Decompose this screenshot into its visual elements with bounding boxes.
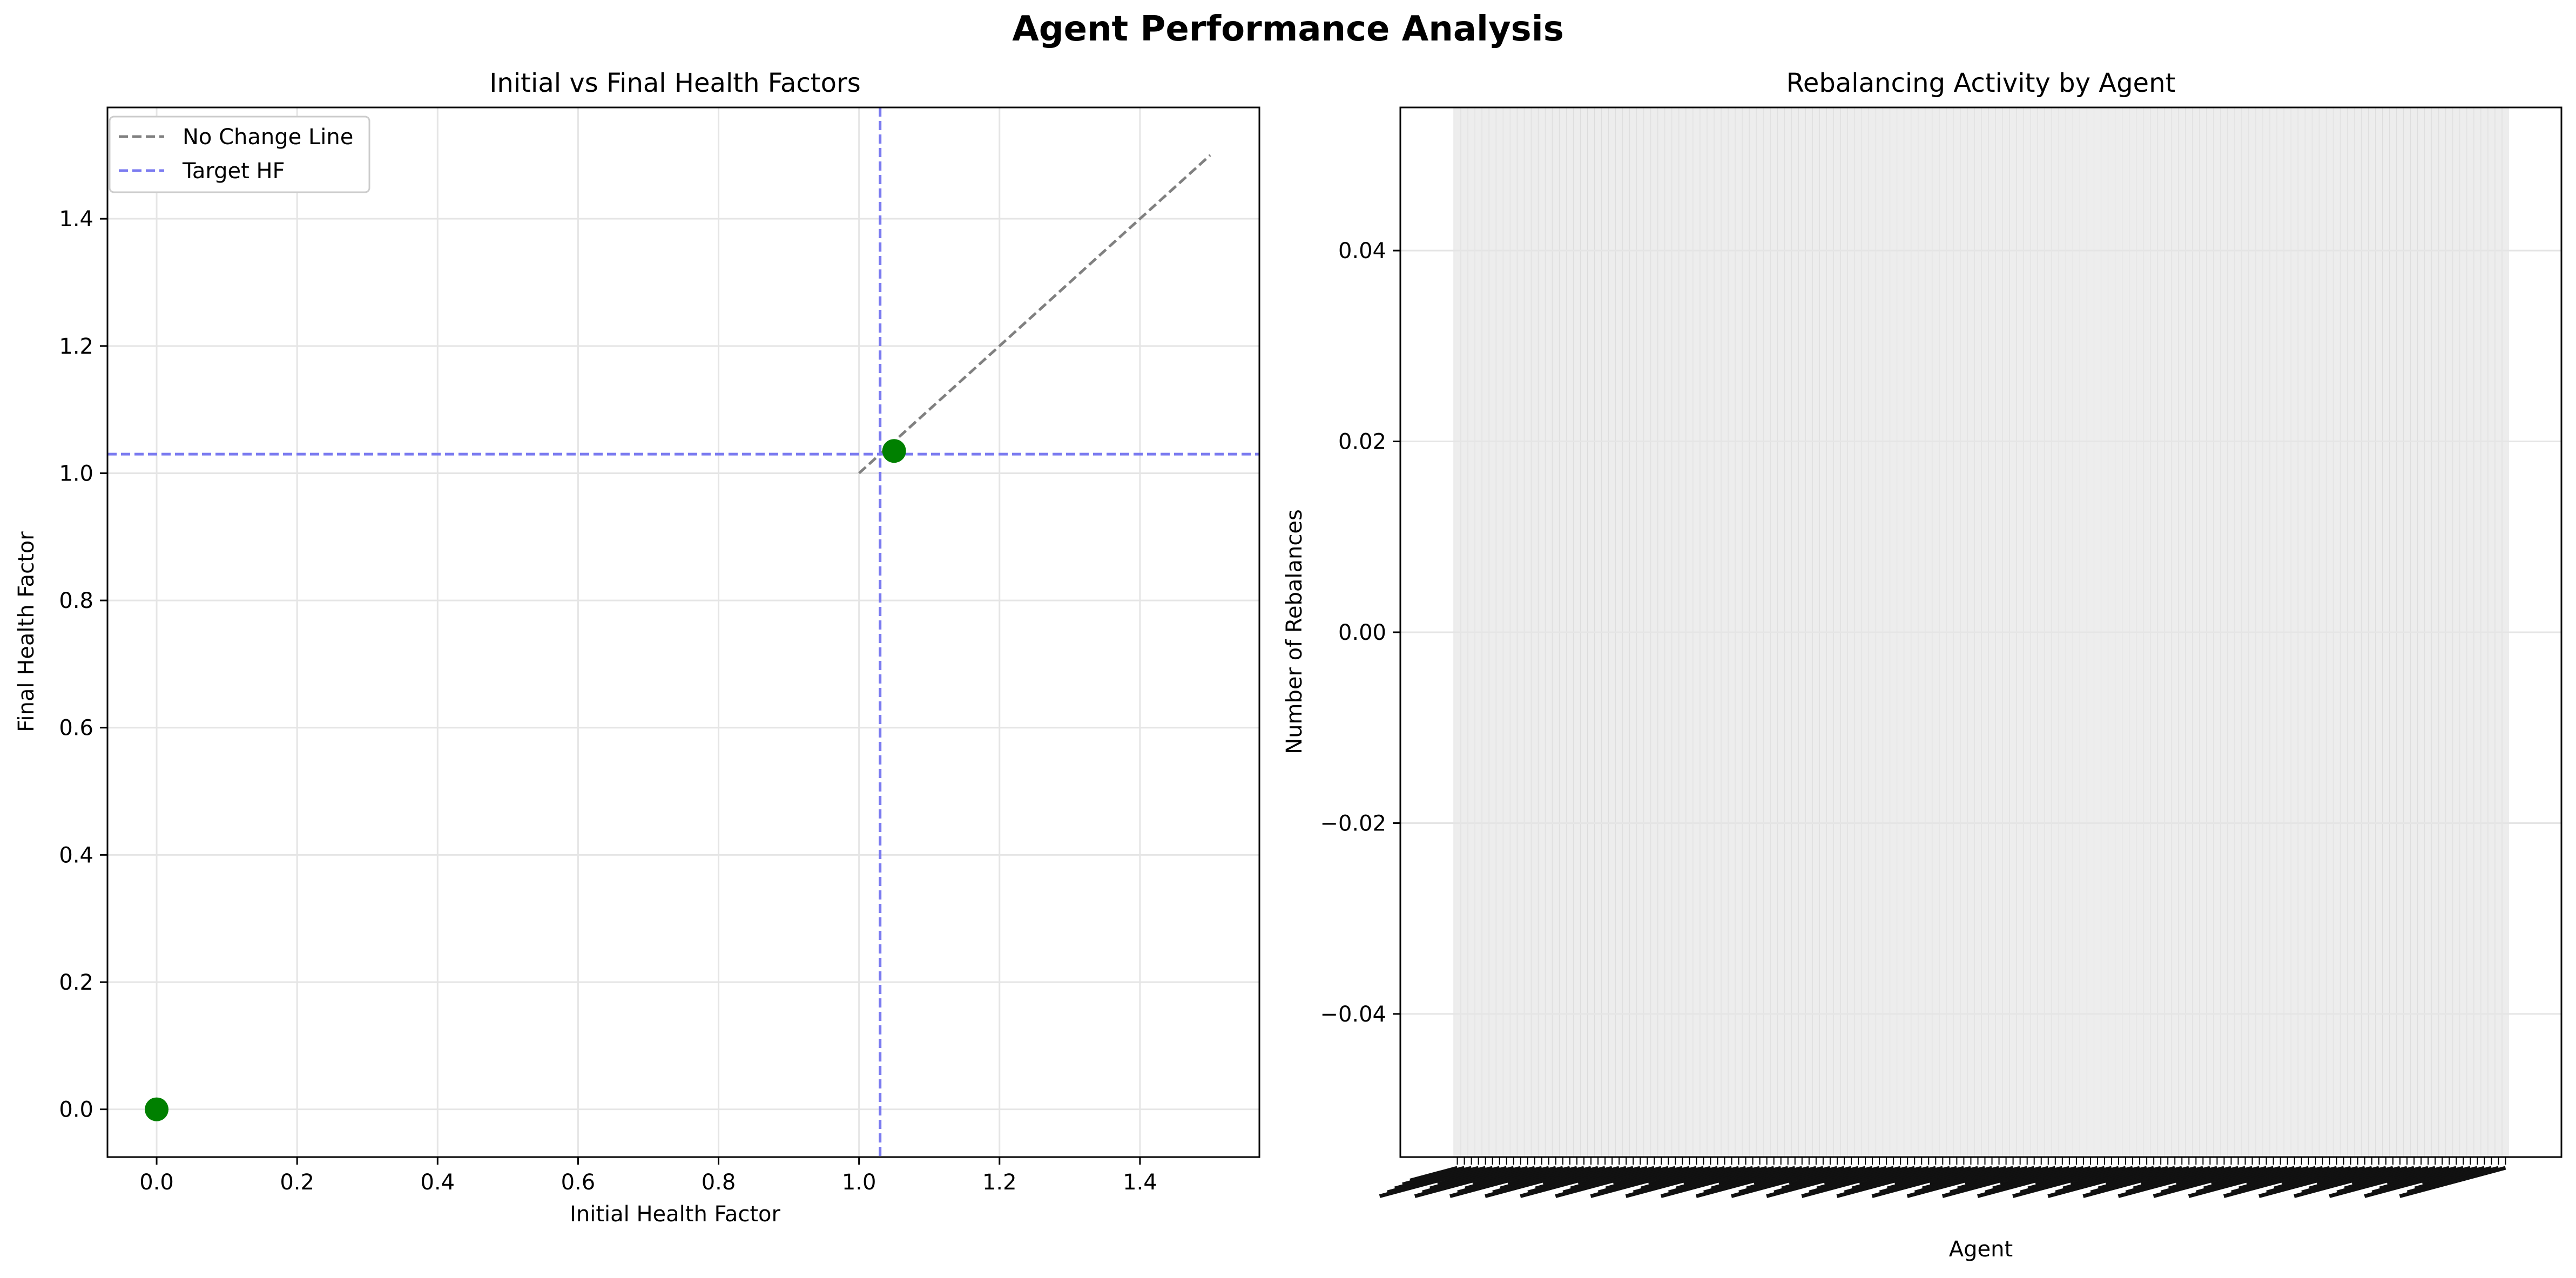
x-tick-label: 1.0 — [842, 1170, 876, 1195]
scatter-y-label: Final Health Factor — [14, 531, 39, 732]
x-tick-label: 0.8 — [702, 1170, 736, 1195]
legend-no-change-label: No Change Line — [183, 125, 353, 150]
y-tick-label: −0.02 — [1320, 811, 1386, 836]
x-tick-label: 0.4 — [420, 1170, 455, 1195]
x-tick-label: 1.2 — [982, 1170, 1017, 1195]
figure-title: Agent Performance Analysis — [1012, 9, 1564, 49]
bar-y-ticks: −0.04 −0.02 0.00 0.02 0.04 — [1320, 239, 1400, 1027]
scatter-title: Initial vs Final Health Factors — [489, 68, 860, 98]
scatter-x-label: Initial Health Factor — [570, 1202, 780, 1227]
y-tick-label: 0.02 — [1338, 430, 1386, 455]
scatter-reference-lines — [107, 107, 1259, 1157]
bar-subplot: Rebalancing Activity by Agent −0.04 −0.02… — [1282, 68, 2562, 1262]
bar-grid — [1400, 249, 2561, 1015]
scatter-point — [145, 1097, 169, 1121]
legend-target-label: Target HF — [182, 159, 285, 184]
scatter-legend: No Change Line Target HF — [109, 116, 370, 193]
x-tick-label — [2399, 1166, 2506, 1198]
y-tick-label: 0.8 — [59, 589, 93, 613]
y-tick-label: 1.4 — [59, 207, 93, 232]
bar-y-label: Number of Rebalances — [1282, 509, 1307, 754]
bar-title: Rebalancing Activity by Agent — [1786, 68, 2176, 98]
x-tick-label: 0.0 — [139, 1170, 174, 1195]
scatter-x-ticks: 0.0 0.2 0.4 0.6 0.8 1.0 1.2 1.4 — [139, 1157, 1157, 1195]
scatter-points — [145, 439, 906, 1121]
legend-box — [109, 116, 370, 193]
x-tick-label: 1.4 — [1123, 1170, 1157, 1195]
scatter-grid — [107, 107, 1259, 1157]
y-tick-label: −0.04 — [1320, 1002, 1386, 1027]
scatter-y-ticks: 0.0 0.2 0.4 0.6 0.8 1.0 1.2 1.4 — [59, 207, 107, 1123]
scatter-axes-frame — [106, 106, 1260, 1158]
y-tick-label: 1.2 — [59, 334, 93, 359]
y-tick-label: 0.6 — [59, 716, 93, 741]
y-tick-label: 1.0 — [59, 461, 93, 486]
y-tick-label: 0.2 — [59, 970, 93, 995]
x-tick-label: 0.6 — [561, 1170, 596, 1195]
bar-x-ticks — [1379, 1157, 2506, 1198]
y-tick-label: 0.0 — [59, 1098, 93, 1123]
y-tick-label: 0.4 — [59, 843, 93, 868]
scatter-subplot: Initial vs Final Health Factors 0.0 0.2 0.… — [14, 68, 1260, 1227]
scatter-point — [882, 439, 906, 463]
no-change-line — [858, 154, 1211, 475]
x-tick-label: 0.2 — [280, 1170, 314, 1195]
y-tick-label: 0.04 — [1338, 239, 1386, 263]
y-tick-label: 0.00 — [1338, 620, 1386, 645]
bar-x-label: Agent — [1949, 1237, 2013, 1262]
